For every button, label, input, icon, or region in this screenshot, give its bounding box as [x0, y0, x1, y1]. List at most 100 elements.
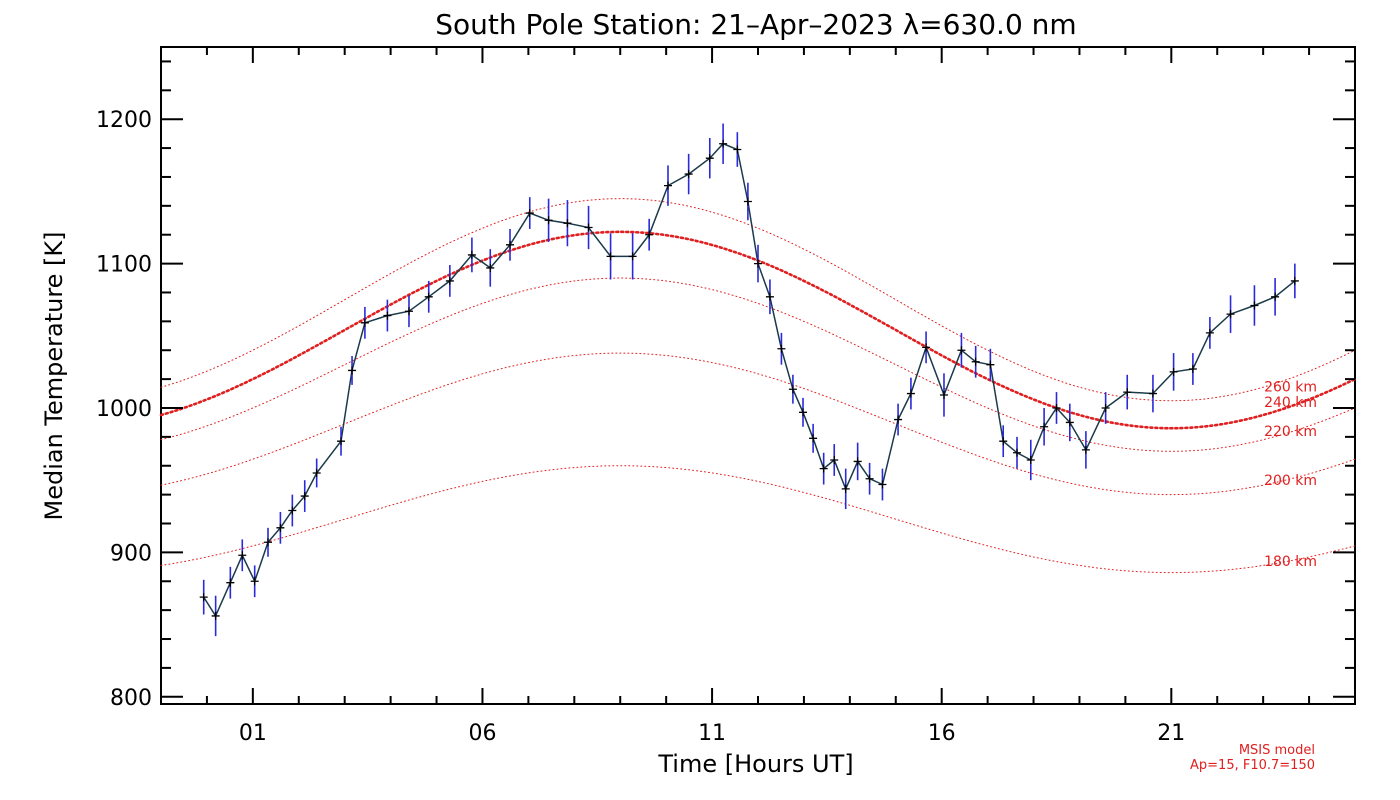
axes: 01 06 11 16 21 800 900 1000 1100 1200	[96, 47, 1355, 746]
data-point	[250, 577, 259, 586]
data-point	[445, 276, 454, 285]
model-label: 200 km	[1264, 473, 1317, 489]
data-point	[525, 209, 534, 218]
model-label: 180 km	[1264, 554, 1317, 570]
data-point	[906, 389, 915, 398]
data-point	[645, 230, 654, 239]
data-point	[1250, 301, 1259, 310]
model-curve	[160, 465, 1356, 574]
x-tick-label: 06	[468, 721, 496, 746]
data-point	[1013, 448, 1022, 457]
data-point	[1169, 367, 1178, 376]
x-tick-label: 11	[698, 721, 726, 746]
y-tick-label: 800	[110, 686, 152, 711]
x-tick-label: 21	[1157, 721, 1185, 746]
data-point	[853, 457, 862, 466]
x-tick-label: 01	[239, 721, 267, 746]
data-point	[1081, 445, 1090, 454]
data-point	[788, 385, 797, 394]
data-point	[486, 263, 495, 272]
data-point	[424, 292, 433, 301]
model-curve	[160, 198, 1356, 402]
data-point	[506, 240, 515, 249]
y-tick-label: 1200	[96, 108, 152, 133]
data-point	[1101, 403, 1110, 412]
data-point	[383, 311, 392, 320]
data-point	[999, 437, 1008, 446]
data-point	[1205, 328, 1214, 337]
data-point	[584, 223, 593, 232]
data-point	[264, 538, 273, 547]
data-point	[226, 578, 235, 587]
model-curve	[160, 277, 1356, 452]
data-point	[1026, 455, 1035, 464]
data-point	[809, 434, 818, 443]
data-point	[628, 252, 637, 261]
data-point	[1271, 292, 1280, 301]
data-point	[719, 139, 728, 148]
data-point	[300, 492, 309, 501]
model-label: 260 km	[1264, 379, 1317, 395]
data-point	[754, 259, 762, 268]
plot-frame	[160, 46, 1356, 705]
data-point	[663, 181, 672, 190]
data-point	[238, 551, 247, 560]
data-point	[865, 474, 874, 483]
data-point	[211, 611, 220, 620]
data-point	[765, 292, 774, 301]
y-tick-label: 900	[110, 541, 152, 566]
data-point	[606, 252, 615, 261]
observed-series	[203, 142, 1296, 618]
y-axis-label: Median Temperature [K]	[40, 231, 68, 520]
model-note-line-1: MSIS model	[1239, 743, 1315, 758]
model-label: 220 km	[1264, 424, 1317, 440]
data-point	[199, 593, 208, 602]
data-point	[986, 360, 995, 369]
model-label: 240 km	[1264, 395, 1317, 411]
data-point	[1065, 418, 1074, 427]
data-point	[1226, 310, 1235, 319]
data-point	[337, 437, 346, 446]
data-point	[733, 145, 742, 154]
data-markers	[199, 139, 1299, 620]
data-point	[288, 506, 297, 515]
y-tick-label: 1000	[96, 397, 152, 422]
error-bars	[202, 123, 1296, 637]
data-point	[1148, 389, 1157, 398]
data-point	[705, 154, 714, 163]
data-point	[1290, 276, 1299, 285]
data-point	[957, 346, 966, 355]
data-point	[563, 219, 572, 228]
data-point	[544, 216, 553, 225]
data-point	[777, 344, 786, 353]
data-point	[348, 366, 357, 375]
data-point	[1123, 388, 1132, 397]
chart-title: South Pole Station: 21–Apr–2023 λ=630.0 …	[435, 8, 1076, 41]
data-point	[360, 318, 369, 327]
data-point	[799, 408, 808, 417]
data-point	[830, 455, 839, 464]
y-tick-label: 1100	[96, 253, 152, 278]
data-point	[684, 170, 693, 179]
data-point	[894, 415, 903, 424]
data-point	[1052, 403, 1061, 412]
data-point	[1040, 422, 1049, 431]
data-point	[841, 484, 850, 493]
data-point	[1188, 365, 1197, 374]
x-tick-label: 16	[928, 721, 956, 746]
data-point	[467, 250, 476, 259]
data-point	[312, 468, 321, 477]
data-point	[922, 343, 931, 352]
model-curve	[160, 352, 1356, 496]
data-point	[878, 480, 887, 489]
data-point	[939, 390, 948, 399]
data-point	[276, 523, 285, 532]
x-axis-label: Time [Hours UT]	[657, 750, 853, 778]
model-note-line-2: Ap=15, F10.7=150	[1190, 758, 1315, 773]
data-point	[743, 197, 752, 206]
observed-line	[203, 142, 1296, 618]
data-point	[404, 307, 413, 316]
